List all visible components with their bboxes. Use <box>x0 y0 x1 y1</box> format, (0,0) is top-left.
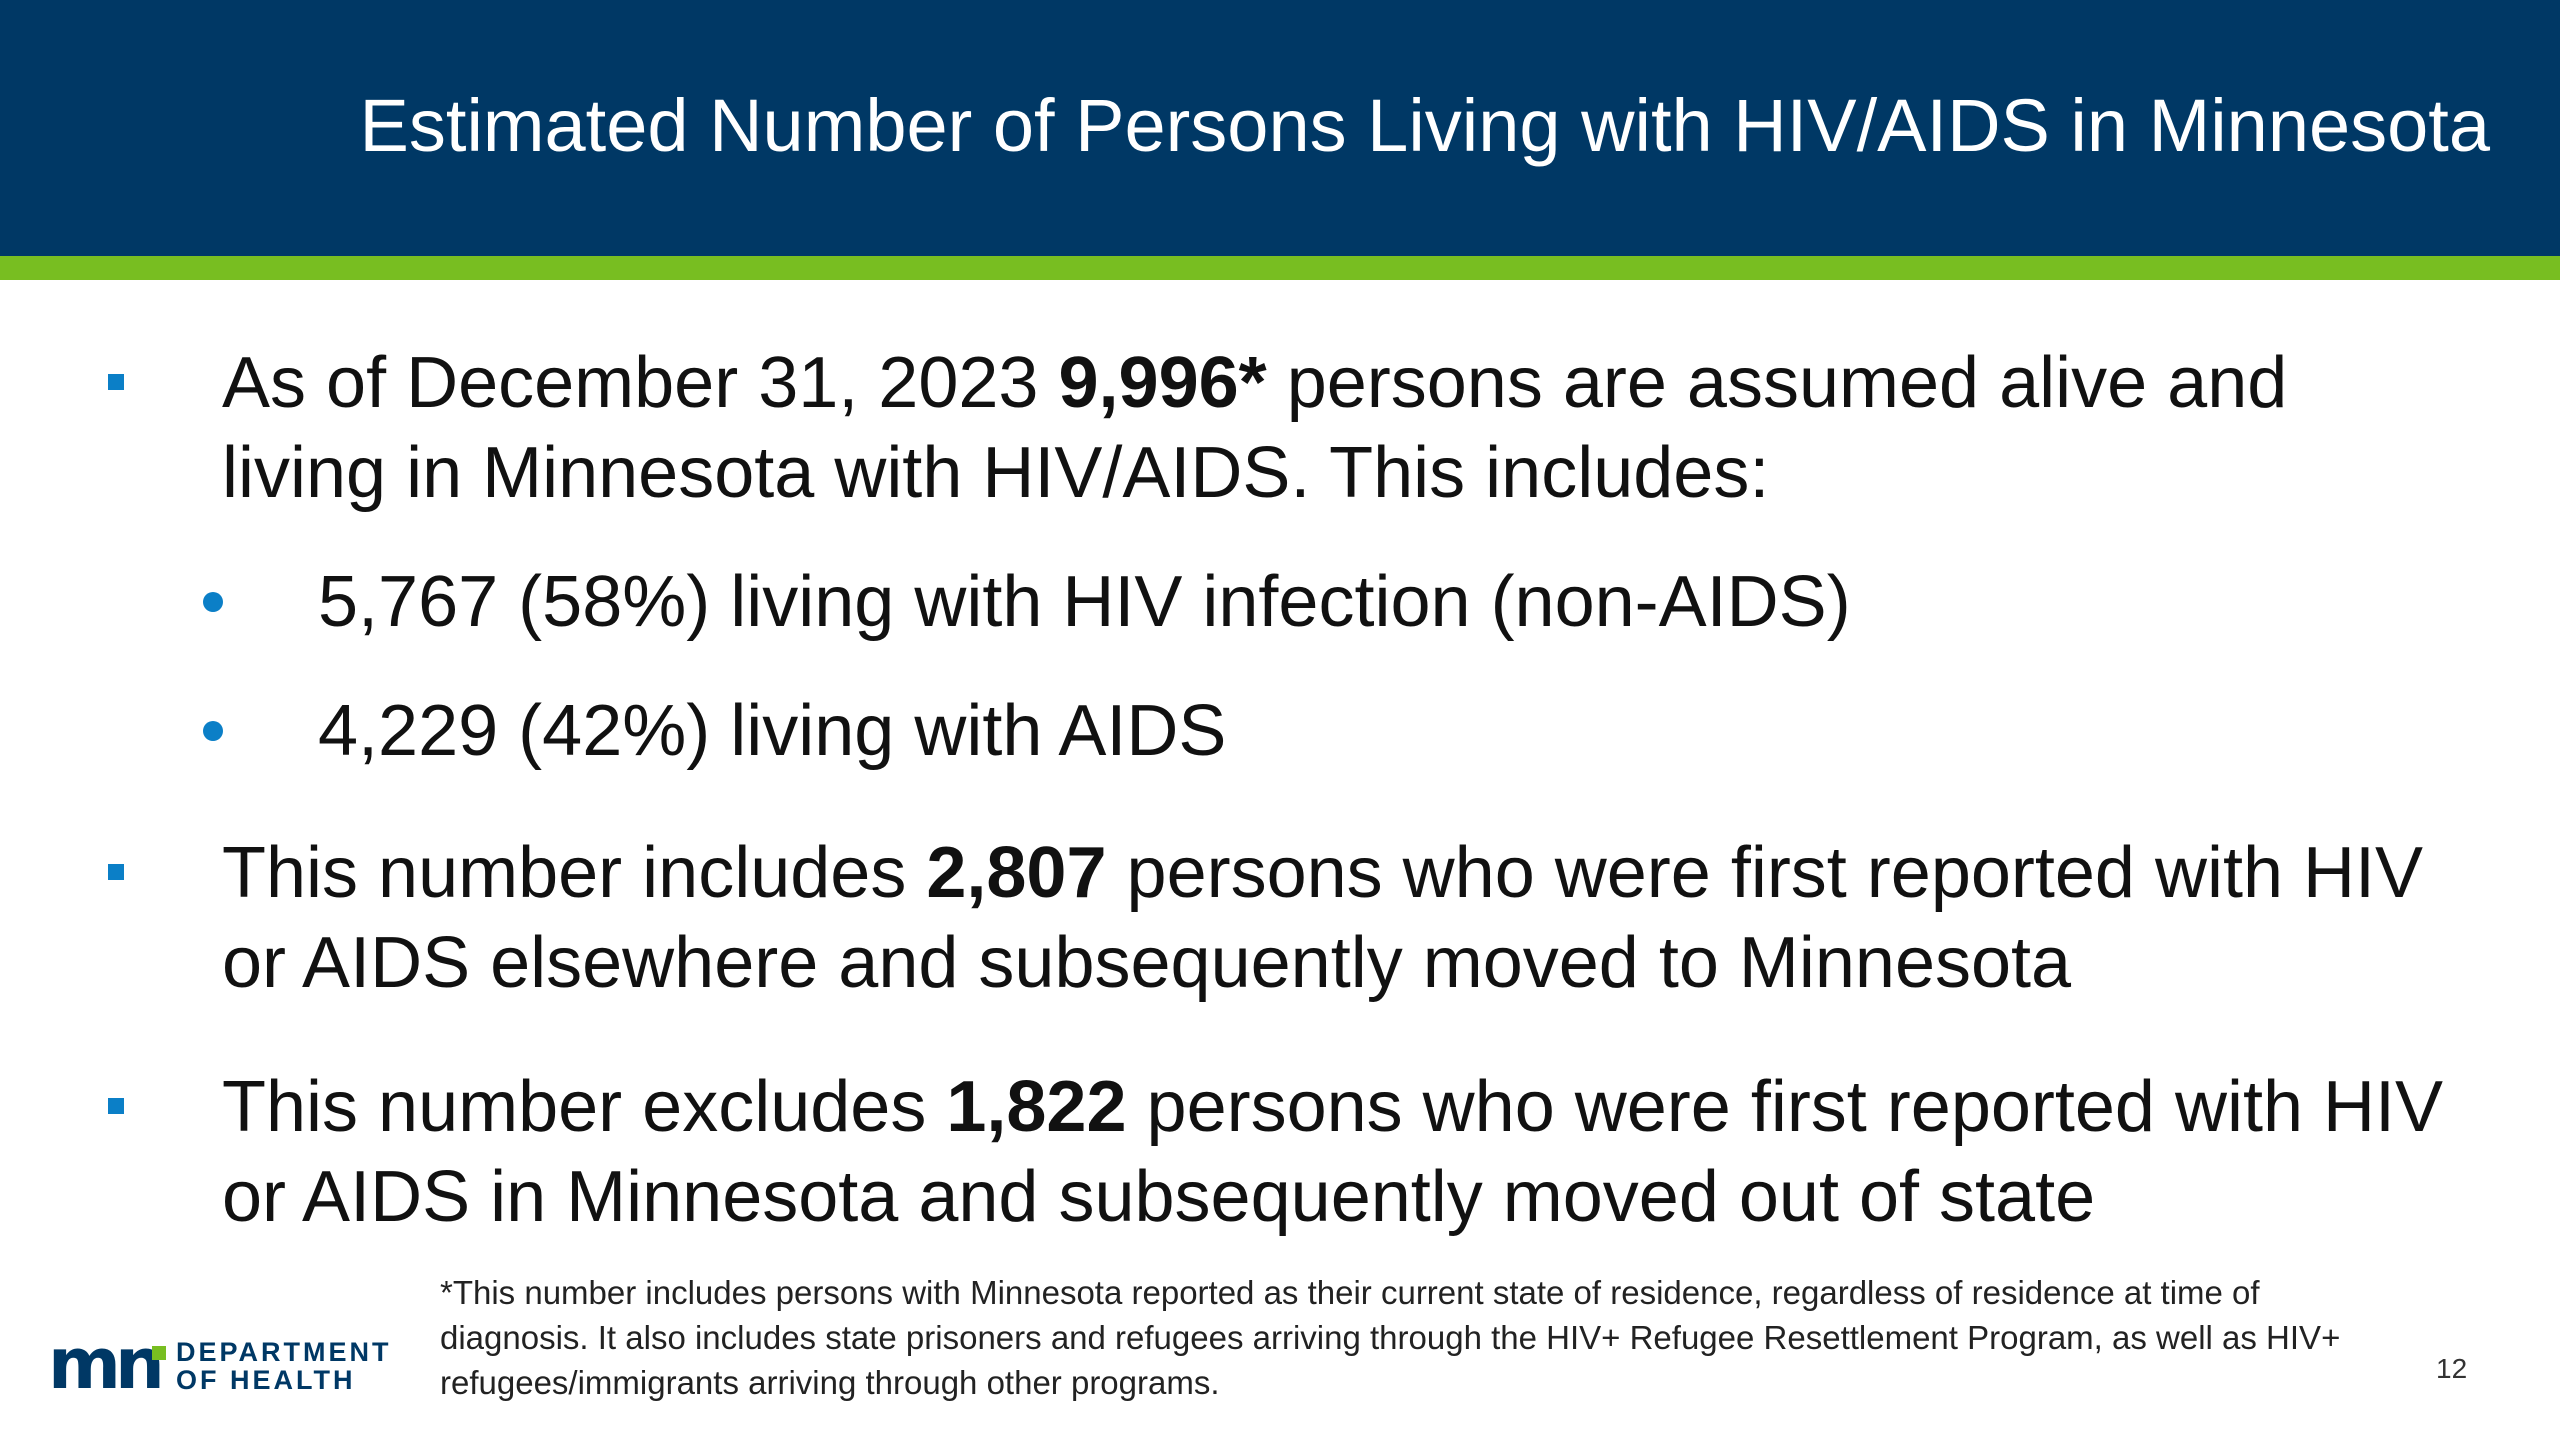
logo-wordmark: DEPARTMENT OF HEALTH <box>176 1338 392 1394</box>
bullet-square-icon <box>108 374 124 390</box>
sub-bullet-aids: 4,229 (42%) living with AIDS <box>318 691 1227 771</box>
bullet-square-icon <box>108 1098 124 1114</box>
bullet-text: persons are assumed alive and living in … <box>222 343 2288 513</box>
bullet-square-icon <box>108 864 124 880</box>
bullet-total-living: As of December 31, 2023 9,996* persons a… <box>222 338 2452 518</box>
bullet-dot-icon <box>203 592 223 612</box>
footnote: *This number includes persons with Minne… <box>440 1274 2341 1401</box>
title-banner: Estimated Number of Persons Living with … <box>0 0 2560 256</box>
logo-green-accent <box>152 1346 166 1360</box>
bullet-text: persons who were first reported with HIV… <box>222 833 2424 1003</box>
slide-title: Estimated Number of Persons Living with … <box>359 84 2490 167</box>
bullet-text: persons who were first reported with HIV… <box>222 1067 2444 1237</box>
logo-line-1: DEPARTMENT <box>176 1337 392 1367</box>
bullet-moved-out: This number excludes 1,822 persons who w… <box>222 1062 2452 1242</box>
page-number: 12 <box>2436 1353 2468 1384</box>
bullet-moved-in: This number includes 2,807 persons who w… <box>222 828 2452 1008</box>
sub-bullet-hiv: 5,767 (58%) living with HIV infection (n… <box>318 562 1851 642</box>
logo-line-2: OF HEALTH <box>176 1365 356 1395</box>
green-accent-bar <box>0 256 2560 280</box>
bullet-text: As of December 31, 2023 <box>222 343 1059 423</box>
bullet-highlight-number: 9,996* <box>1058 343 1267 423</box>
bullet-dot-icon <box>203 721 223 741</box>
bullet-text: This number excludes <box>222 1067 947 1147</box>
logo-mark: mn <box>48 1338 160 1394</box>
mn-department-of-health-logo: mn <box>48 1338 166 1394</box>
bullet-highlight-number: 2,807 <box>926 833 1107 913</box>
bullet-text: This number includes <box>222 833 927 913</box>
bullet-highlight-number: 1,822 <box>946 1067 1127 1147</box>
